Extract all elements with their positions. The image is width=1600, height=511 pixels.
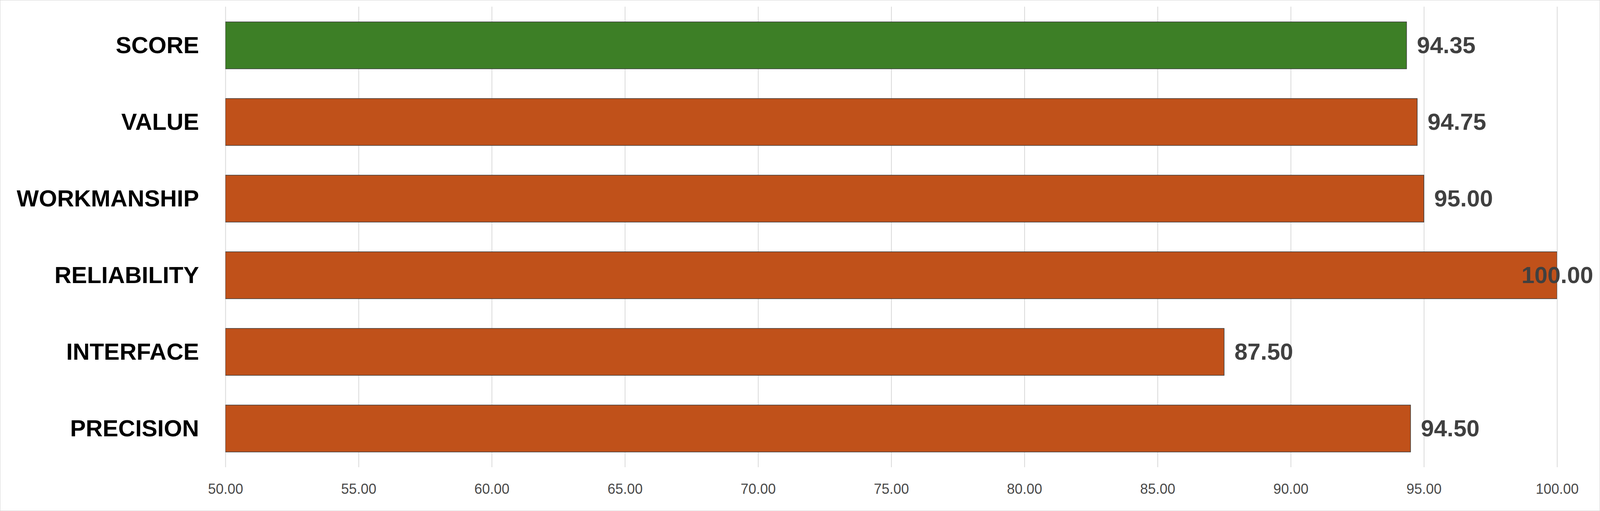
svg-text:94.75: 94.75 [1427, 108, 1487, 135]
svg-text:PRECISION: PRECISION [69, 414, 199, 442]
svg-text:100.00: 100.00 [1521, 261, 1594, 288]
svg-text:SCORE: SCORE [115, 32, 199, 59]
svg-text:VALUE: VALUE [121, 108, 200, 135]
svg-text:WORKMANSHIP: WORKMANSHIP [16, 185, 200, 212]
svg-text:94.50: 94.50 [1421, 414, 1480, 442]
svg-text:87.50: 87.50 [1234, 338, 1293, 365]
svg-text:RELIABILITY: RELIABILITY [54, 261, 200, 288]
svg-text:60.00: 60.00 [474, 480, 510, 497]
svg-text:80.00: 80.00 [1007, 480, 1043, 497]
svg-text:70.00: 70.00 [740, 480, 776, 497]
svg-text:95.00: 95.00 [1434, 185, 1493, 212]
svg-text:INTERFACE: INTERFACE [66, 338, 199, 365]
svg-text:90.00: 90.00 [1273, 480, 1309, 497]
svg-text:100.00: 100.00 [1535, 480, 1579, 497]
svg-text:65.00: 65.00 [607, 480, 643, 497]
svg-text:50.00: 50.00 [207, 480, 243, 497]
svg-text:94.35: 94.35 [1416, 32, 1476, 59]
svg-text:55.00: 55.00 [341, 480, 377, 497]
svg-text:75.00: 75.00 [873, 480, 909, 497]
svg-text:95.00: 95.00 [1406, 480, 1442, 497]
svg-text:85.00: 85.00 [1140, 480, 1176, 497]
